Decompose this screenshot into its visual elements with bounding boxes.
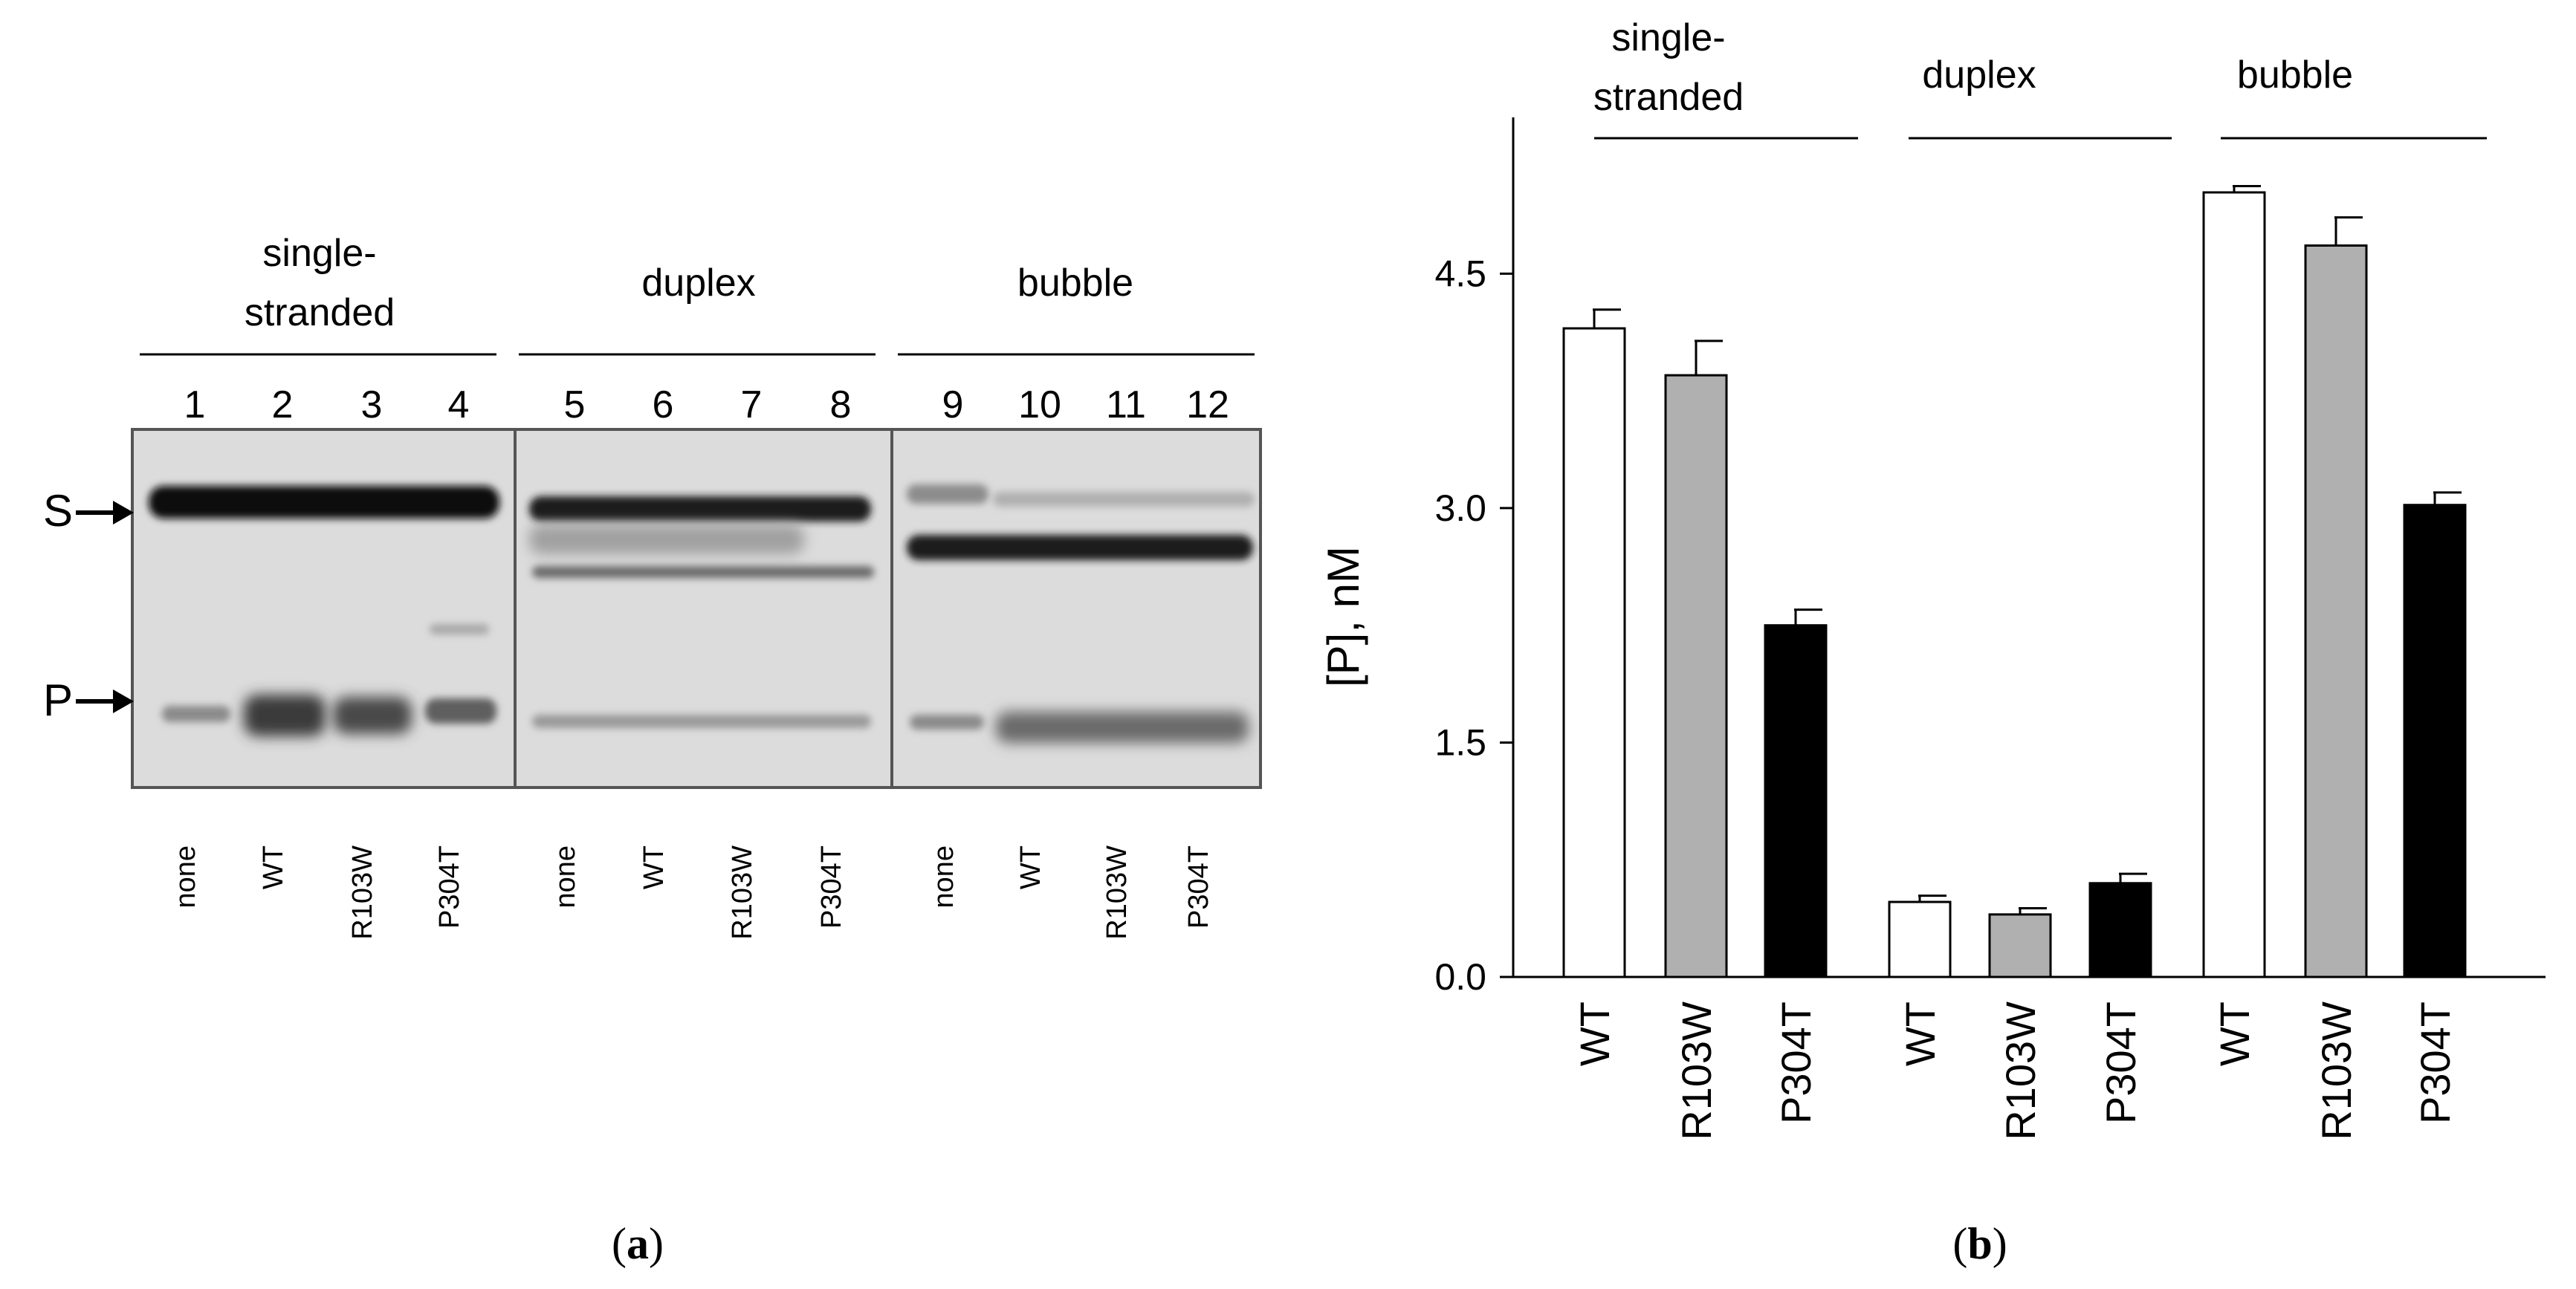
x-tick-label: P304T [2097, 1001, 2144, 1124]
band-marker-s-arrowhead [113, 501, 134, 525]
band-substrate [529, 496, 871, 522]
lane-number: 5 [564, 383, 586, 426]
lane-label: R103W [1101, 845, 1133, 940]
y-tick-label: 3.0 [1434, 487, 1486, 529]
band-marker-p: P [43, 675, 73, 725]
chart-group-label-ss-line2: stranded [1593, 76, 1744, 119]
gel-group-label-ss-line2: stranded [245, 291, 395, 334]
bar [2304, 244, 2368, 978]
band-product [425, 698, 496, 724]
caption-a: (a) [612, 1219, 664, 1268]
gel-group-label-bubble: bubble [1017, 262, 1133, 305]
lane-label: WT [1015, 845, 1046, 889]
x-tick-label: P304T [1773, 1001, 1819, 1124]
y-axis-label: [P], nM [1318, 546, 1368, 687]
lane-number: 4 [448, 383, 470, 426]
lane-label: P304T [1183, 845, 1214, 929]
bar [2202, 191, 2266, 978]
chart-group-label-bubble: bubble [2237, 53, 2353, 97]
y-tick-label: 4.5 [1434, 253, 1486, 294]
gel-group-label-ss-line1: single- [262, 232, 376, 275]
x-tick-label: WT [2211, 1001, 2258, 1066]
band-product [996, 712, 1249, 743]
gel-bands-duplex [529, 496, 874, 728]
y-tick-label: 0.0 [1434, 956, 1486, 998]
band-product [532, 715, 871, 728]
caption-b: (b) [1952, 1219, 2007, 1268]
lane-label: none [550, 845, 581, 909]
x-tick-label: WT [1571, 1001, 1618, 1066]
gel-group-label-duplex: duplex [641, 262, 755, 305]
band-product [910, 715, 984, 730]
bar [1988, 913, 2052, 978]
caption-b-letter: b [1967, 1219, 1992, 1268]
band-substrate [907, 535, 1253, 560]
chart-group-label-duplex: duplex [1922, 53, 2036, 97]
band-smear [529, 525, 804, 554]
lane-number: 7 [741, 383, 763, 426]
lane-label: none [928, 845, 959, 909]
lane-numbers: 1 2 3 4 5 6 7 8 9 10 11 12 [184, 383, 1229, 426]
lane-label: P304T [434, 845, 465, 929]
gel-panel: single- stranded duplex bubble 1 2 3 4 5… [43, 232, 1262, 1268]
lane-number: 12 [1186, 383, 1229, 426]
bar [1764, 624, 1828, 978]
gel-bands-ss [149, 486, 499, 736]
lane-number: 10 [1018, 383, 1061, 426]
bar [1562, 327, 1626, 978]
lane-labels: none WT R103W P304T none WT R103W P304T … [170, 845, 1214, 940]
band-product [162, 706, 230, 722]
lane-label: none [170, 845, 201, 909]
bar [2403, 504, 2467, 978]
lane-label: R103W [727, 845, 758, 940]
bars [1562, 185, 2467, 978]
band-product [244, 695, 326, 736]
band-minor [430, 624, 489, 634]
x-tick-label: R103W [2313, 1001, 2360, 1140]
x-tick-label: WT [1897, 1001, 1944, 1066]
lane-number: 8 [830, 383, 852, 426]
band-upper [993, 492, 1255, 507]
lane-number: 2 [272, 383, 294, 426]
x-tick-labels: WT R103W P304T WT R103W P304T WT R103W P304T [1571, 1001, 2459, 1140]
lane-number: 6 [653, 383, 674, 426]
lane-label: WT [258, 845, 289, 889]
caption-a-letter: a [627, 1219, 649, 1268]
x-tick-label: R103W [1673, 1001, 1720, 1140]
gel-image [131, 428, 1262, 789]
lane-label: R103W [347, 845, 378, 940]
y-ticks: 0.0 1.5 3.0 4.5 [1434, 253, 1513, 998]
bar [1664, 374, 1728, 978]
chart-group-label-ss-line1: single- [1611, 16, 1725, 59]
gel-bands-bubble [907, 484, 1255, 743]
band-substrate [149, 486, 499, 519]
lane-number: 3 [361, 383, 383, 426]
bar-chart-panel: single- stranded duplex bubble [P], nM 0… [1318, 16, 2546, 1268]
bar [2088, 882, 2152, 978]
x-tick-label: P304T [2412, 1001, 2459, 1124]
y-tick-label: 1.5 [1434, 721, 1486, 763]
lane-label: P304T [816, 845, 847, 929]
lane-number: 9 [942, 383, 964, 426]
x-tick-label: R103W [1997, 1001, 2044, 1140]
band-minor [532, 566, 874, 578]
lane-number: 11 [1106, 383, 1146, 426]
band-marker-p-arrowhead [113, 689, 134, 713]
band-upper [907, 484, 988, 504]
lane-number: 1 [184, 383, 206, 426]
lane-label: WT [638, 845, 670, 889]
band-product [333, 697, 412, 734]
bar [1888, 900, 1952, 978]
band-marker-s: S [43, 486, 73, 536]
